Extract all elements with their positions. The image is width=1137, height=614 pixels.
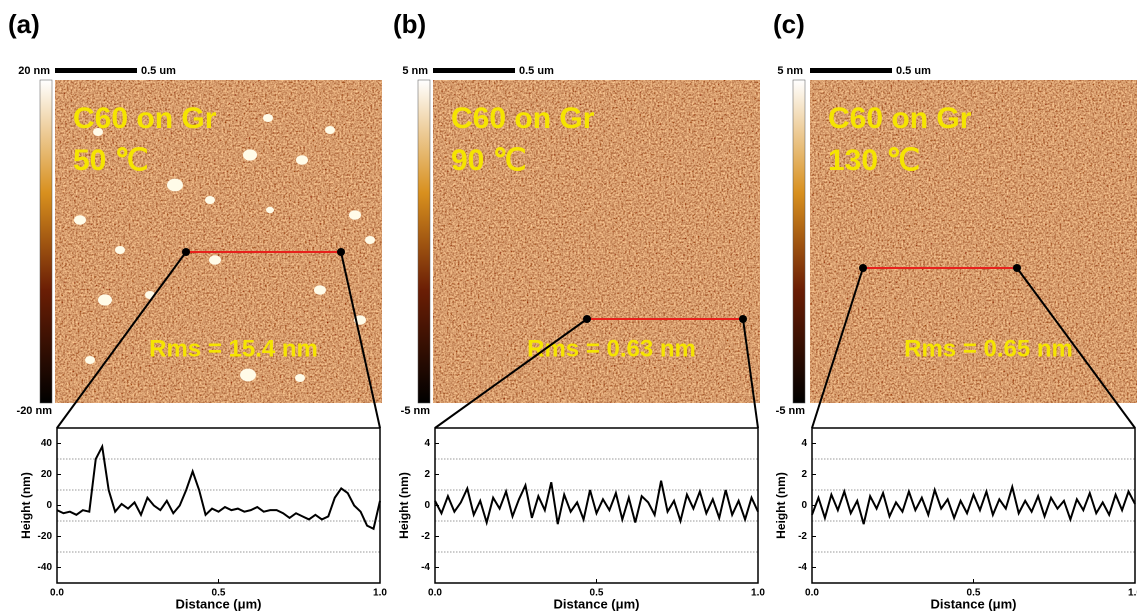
x-tick-label: 1.0 xyxy=(373,588,387,599)
endpoint xyxy=(182,248,190,256)
endpoint xyxy=(337,248,345,256)
scale-bar xyxy=(810,68,892,73)
profile-line xyxy=(434,480,759,527)
particle xyxy=(243,149,257,161)
scale-min: -20 nm xyxy=(17,405,53,417)
panel-label: (c) xyxy=(773,9,805,39)
y-tick-label: -2 xyxy=(421,531,430,542)
colorbar xyxy=(39,79,53,404)
endpoint xyxy=(1013,264,1021,272)
x-axis-title: Distance (μm) xyxy=(554,596,640,611)
scale-min: -5 nm xyxy=(401,405,431,417)
y-tick-label: 2 xyxy=(801,469,807,480)
y-tick-label: 0 xyxy=(46,500,52,511)
particle xyxy=(266,206,274,214)
temperature-label: 90 ℃ xyxy=(451,144,526,177)
particle xyxy=(98,294,112,306)
x-tick-label: 0.5 xyxy=(212,588,226,599)
colorbar xyxy=(417,79,431,404)
plot-frame xyxy=(56,427,381,584)
temperature-label: 50 ℃ xyxy=(73,144,148,177)
particle xyxy=(325,126,335,134)
sample-label: C60 on Gr xyxy=(451,102,595,135)
connector xyxy=(811,267,864,429)
particle xyxy=(263,114,273,122)
afm-image xyxy=(810,80,1137,403)
x-tick-label: 0.0 xyxy=(50,588,64,599)
afm-image xyxy=(55,80,382,403)
scale-bar xyxy=(55,68,137,73)
y-axis-title: Height (nm) xyxy=(774,472,788,539)
y-tick-label: 4 xyxy=(424,438,430,449)
y-axis-title: Height (nm) xyxy=(397,472,411,539)
connector xyxy=(742,318,759,429)
x-tick-label: 0.0 xyxy=(428,588,442,599)
particle xyxy=(74,215,86,225)
sample-label: C60 on Gr xyxy=(828,102,972,135)
y-tick-label: 4 xyxy=(801,438,807,449)
rms-label: Rms = 15.4 nm xyxy=(149,335,318,362)
connector xyxy=(340,251,381,429)
y-tick-label: -2 xyxy=(798,531,807,542)
scale-max: 5 nm xyxy=(402,65,428,77)
rms-label: Rms = 0.65 nm xyxy=(904,335,1073,362)
scale-bar-label: 0.5 um xyxy=(519,65,554,77)
y-tick-label: -4 xyxy=(421,562,430,573)
y-tick-label: -20 xyxy=(38,531,53,542)
colorbar xyxy=(792,79,806,404)
connector xyxy=(1016,267,1136,429)
x-tick-label: 0.0 xyxy=(805,588,819,599)
connector xyxy=(56,251,187,429)
x-tick-label: 1.0 xyxy=(751,588,765,599)
x-axis-title: Distance (μm) xyxy=(931,596,1017,611)
particle xyxy=(85,356,95,364)
particle xyxy=(93,128,103,136)
profile-line xyxy=(56,443,381,531)
particle xyxy=(365,236,375,244)
particle xyxy=(314,285,326,295)
y-tick-label: 40 xyxy=(41,438,53,449)
scale-bar-label: 0.5 um xyxy=(896,65,931,77)
particle xyxy=(240,368,256,382)
panel-label: (a) xyxy=(8,9,40,39)
connector xyxy=(434,318,588,429)
scale-max: 5 nm xyxy=(777,65,803,77)
rms-label: Rms = 0.63 nm xyxy=(527,335,696,362)
sample-label: C60 on Gr xyxy=(73,102,217,135)
particle xyxy=(209,255,221,265)
y-axis-title: Height (nm) xyxy=(19,472,33,539)
y-tick-label: 0 xyxy=(801,500,807,511)
particle xyxy=(296,155,308,165)
particle xyxy=(205,196,215,204)
particle xyxy=(167,178,183,192)
y-tick-label: -40 xyxy=(38,562,53,573)
temperature-label: 130 ℃ xyxy=(828,144,920,177)
scale-min: -5 nm xyxy=(776,405,806,417)
scale-bar xyxy=(433,68,515,73)
endpoint xyxy=(739,315,747,323)
x-axis-title: Distance (μm) xyxy=(176,596,262,611)
y-tick-label: 2 xyxy=(424,469,430,480)
afm-image xyxy=(433,80,760,403)
endpoint xyxy=(859,264,867,272)
plot-frame xyxy=(811,427,1136,584)
x-tick-label: 1.0 xyxy=(1128,588,1137,599)
profile-line xyxy=(811,483,1136,525)
particle xyxy=(349,210,361,220)
particle xyxy=(115,246,125,254)
particle xyxy=(295,374,305,382)
plot-frame xyxy=(434,427,759,584)
x-tick-label: 0.5 xyxy=(967,588,981,599)
x-tick-label: 0.5 xyxy=(590,588,604,599)
panel-label: (b) xyxy=(393,9,426,39)
endpoint xyxy=(583,315,591,323)
y-tick-label: 0 xyxy=(424,500,430,511)
scale-max: 20 nm xyxy=(18,65,50,77)
y-tick-label: 20 xyxy=(41,469,53,480)
scale-bar-label: 0.5 um xyxy=(141,65,176,77)
y-tick-label: -4 xyxy=(798,562,807,573)
